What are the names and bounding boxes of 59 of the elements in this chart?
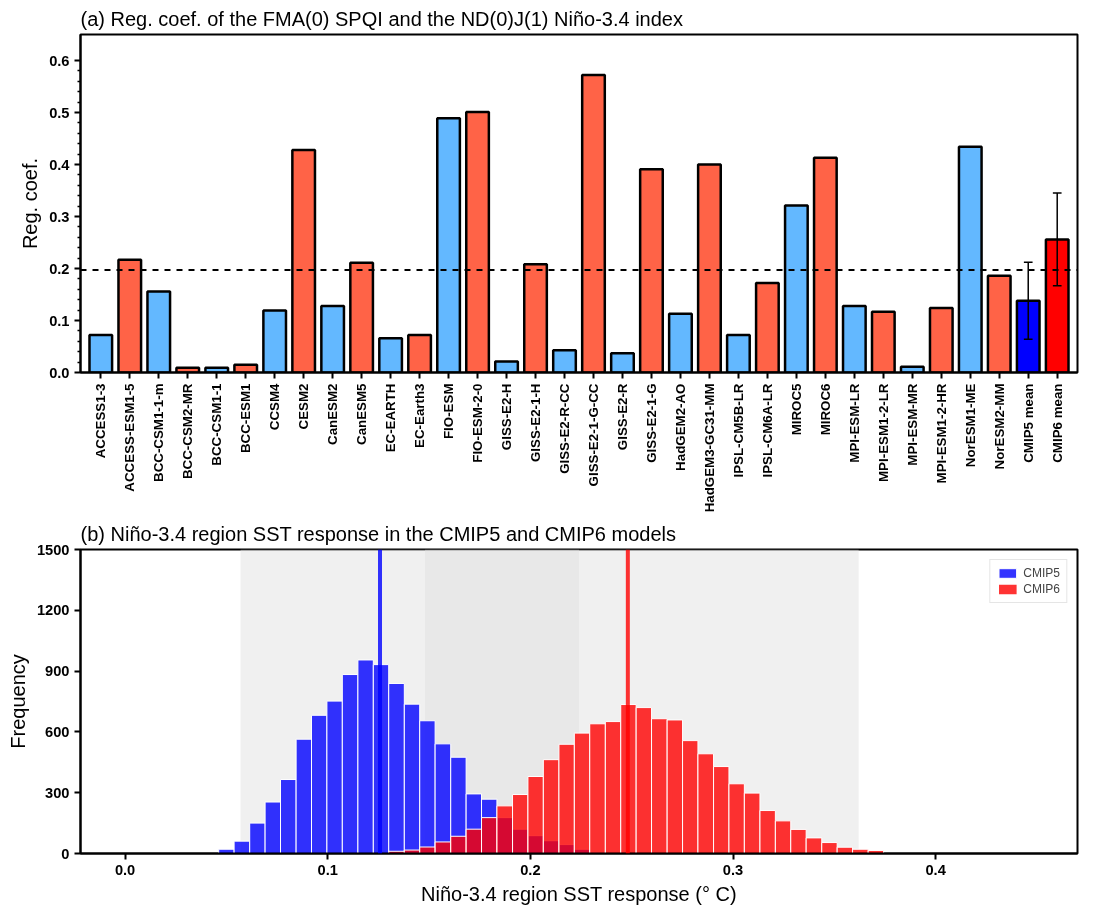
y-tick-label: 300 (45, 784, 70, 801)
x-tick-label: ACCESS-ESM1-5 (122, 382, 138, 492)
legend-label: CMIP6 (1023, 582, 1060, 596)
x-tick-label: EC-EARTH (383, 383, 399, 453)
x-tick-label: MIROC6 (817, 383, 833, 436)
x-tick-label: ACCESS1-3 (93, 383, 109, 459)
x-tick-label: EC-Earth3 (412, 383, 428, 448)
y-tick-label: 0.4 (49, 156, 71, 173)
y-axis-title: Reg. coef. (19, 157, 42, 250)
x-tick-label: 0.4 (925, 861, 947, 878)
x-tick-label: 0.0 (114, 861, 136, 878)
y-tick-label: 0.6 (49, 52, 70, 69)
x-tick-label: MPI-ESM-MR (904, 383, 920, 466)
chart-title: (b) Niño-3.4 region SST response in the CMIP5 and CMIP6 models (80, 522, 676, 545)
x-tick-label: 0.3 (722, 861, 744, 878)
x-tick-label: FIO-ESM-2-0 (470, 383, 486, 463)
x-tick-label: HadGEM3-GC31-MM (701, 383, 717, 513)
y-tick-label: 0.0 (49, 364, 70, 381)
x-axis-title: Niño-3.4 region SST response (° C) (421, 882, 737, 905)
x-tick-label: GISS-E2-H (499, 383, 515, 451)
x-tick-label: GISS-E2-R (614, 383, 630, 451)
x-tick-label: GISS-E2-R-CC (557, 383, 573, 474)
x-tick-label: MIROC5 (788, 382, 804, 436)
x-tick-label: CMIP5 mean (1020, 383, 1036, 463)
y-tick-label: 0 (61, 845, 70, 862)
y-tick-label: 900 (45, 663, 70, 680)
y-tick-label: 0.3 (49, 208, 70, 225)
x-tick-label: NorESM2-MM (991, 383, 1007, 470)
x-tick-label: CESM2 (296, 383, 312, 430)
x-tick-label: 0.1 (317, 861, 338, 878)
x-tick-label: IPSL-CM6A-LR (759, 383, 775, 478)
x-tick-label: IPSL-CM5B-LR (730, 383, 746, 478)
y-tick-label: 600 (45, 723, 70, 740)
x-tick-label: BCC-ESM1 (238, 382, 254, 454)
x-tick-label: GISS-E2-1-G-CC (585, 383, 601, 487)
x-tick-label: MPI-ESM-LR (846, 383, 862, 463)
x-tick-label: FIO-ESM (441, 383, 457, 440)
x-tick-label: CanESM5 (354, 382, 370, 445)
y-tick-label: 0.2 (49, 260, 70, 277)
y-tick-label: 1500 (36, 541, 70, 558)
chart-title: (a) Reg. coef. of the FMA(0) SPQI and the ND(0)J(1) Niño-3.4 index (80, 7, 683, 30)
y-tick-label: 0.5 (49, 104, 70, 121)
x-tick-label: BCC-CSM2-MR (180, 383, 196, 480)
x-tick-label: MPI-ESM1-2-LR (875, 383, 891, 482)
x-tick-label: CanESM2 (325, 383, 341, 445)
x-tick-label: 0.2 (520, 861, 541, 878)
x-tick-label: BCC-CSM1-1-m (151, 383, 167, 482)
x-tick-label: CMIP6 mean (1049, 383, 1065, 463)
legend-label: CMIP5 (1023, 566, 1060, 580)
y-tick-label: 0.1 (49, 312, 70, 329)
x-tick-label: MPI-ESM1-2-HR (933, 383, 949, 484)
x-tick-label: GISS-E2-1-G (643, 383, 659, 463)
y-axis-title: Frequency (6, 654, 29, 749)
x-tick-label: GISS-E2-1-H (528, 383, 544, 462)
x-tick-label: HadGEM2-AO (672, 383, 688, 471)
x-tick-label: CCSM4 (267, 382, 283, 431)
y-tick-label: 1200 (36, 602, 70, 619)
x-tick-label: BCC-CSM1-1 (209, 382, 225, 466)
x-tick-label: NorESM1-ME (962, 383, 978, 468)
